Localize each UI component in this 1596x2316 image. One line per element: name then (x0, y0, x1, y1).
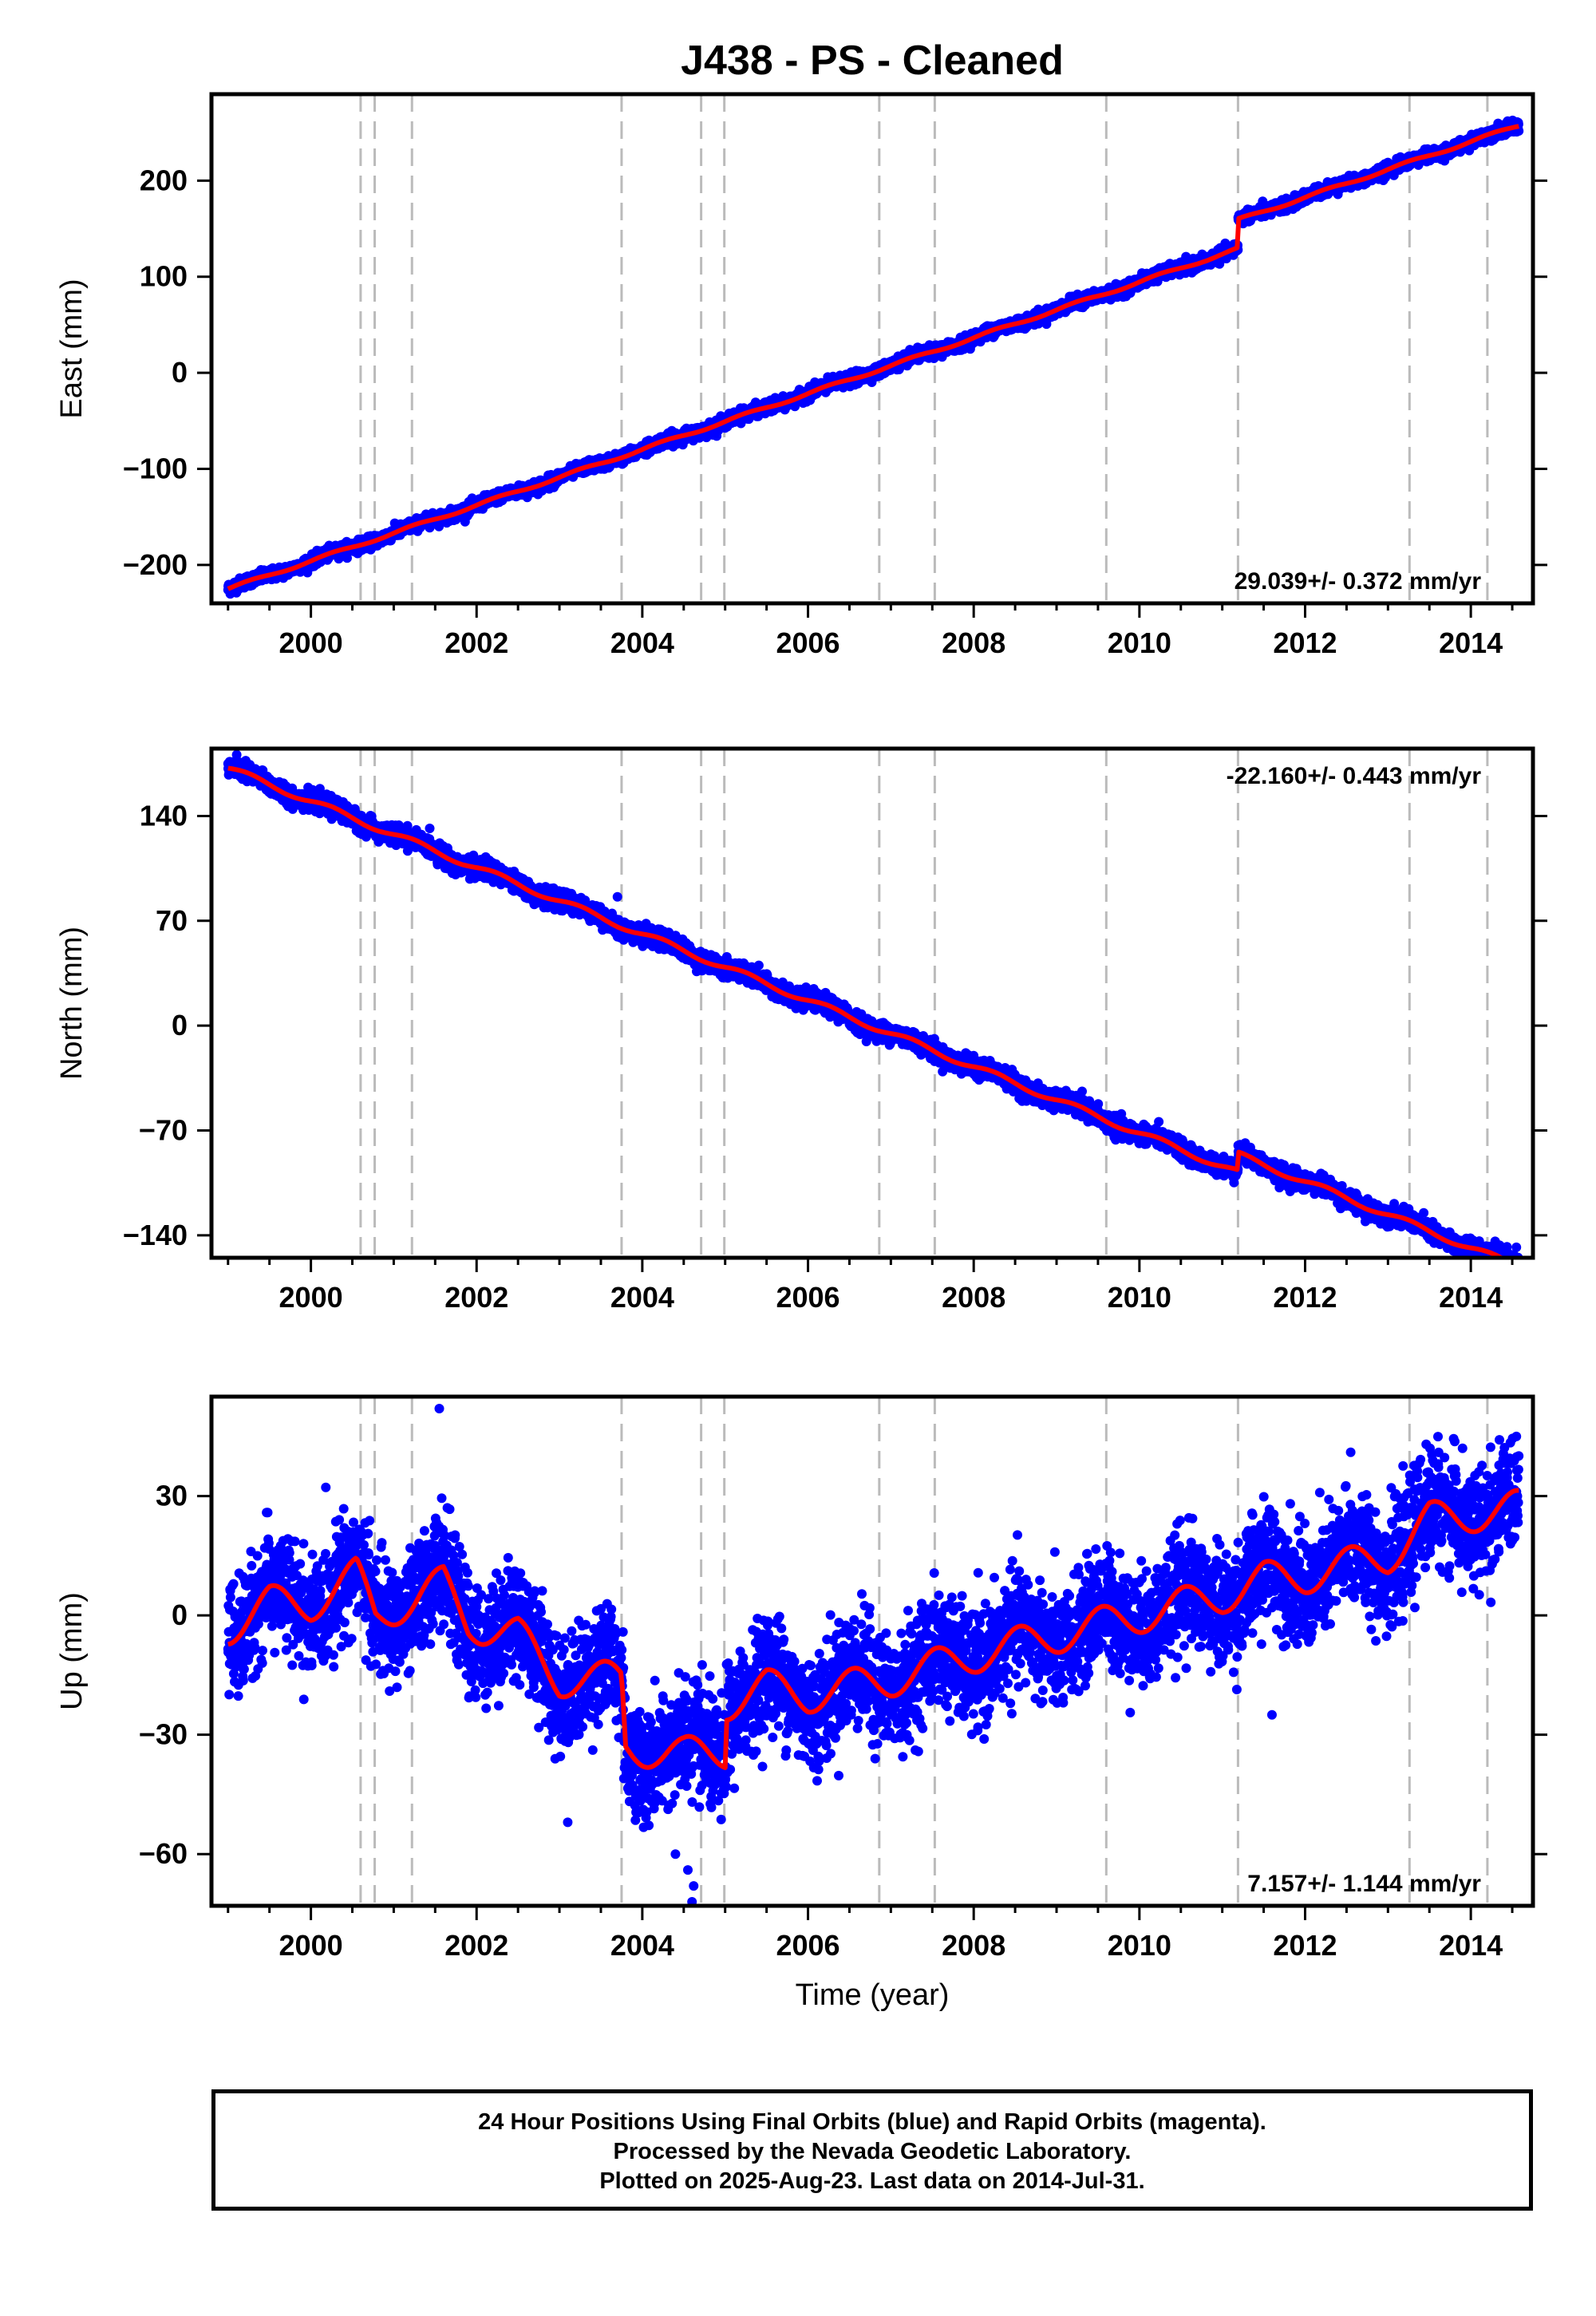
east-panel: 2000 2002 2004 2006 2008 2010 2012 2014−200−100… (55, 92, 1547, 659)
x-axis-label: Time (year) (796, 1978, 950, 2012)
figure-title: J438 - PS - Cleaned (681, 38, 1064, 84)
